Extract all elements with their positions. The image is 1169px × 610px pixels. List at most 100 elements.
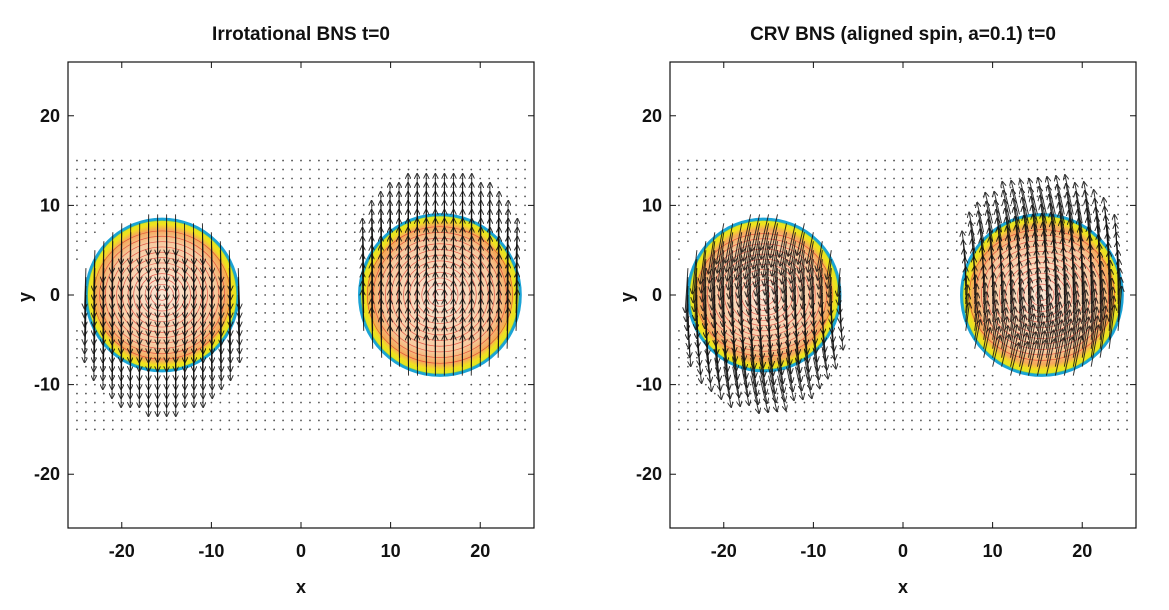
grid-point [740, 168, 743, 171]
grid-point [1117, 419, 1119, 422]
grid-point [264, 213, 267, 216]
velocity-arrow [974, 320, 981, 349]
grid-point [1099, 401, 1102, 404]
velocity-arrow [1100, 271, 1102, 313]
grid-point [344, 213, 347, 216]
grid-point [884, 419, 886, 422]
grid-point [93, 401, 96, 404]
grid-point [857, 240, 860, 243]
grid-point [875, 159, 878, 162]
grid-point [928, 428, 931, 431]
grid-point [946, 374, 949, 377]
y-tick-label: -10 [636, 375, 662, 395]
grid-point [85, 204, 87, 207]
grid-point [1009, 204, 1012, 207]
velocity-arrow [1091, 272, 1093, 313]
grid-point [524, 356, 526, 359]
velocity-arrow [1051, 213, 1056, 251]
grid-point [991, 419, 994, 422]
grid-point [344, 195, 347, 198]
grid-point [291, 294, 293, 296]
grid-point [821, 392, 824, 395]
velocity-arrow [1064, 284, 1067, 322]
grid-point [434, 410, 437, 413]
grid-point [991, 204, 994, 207]
grid-point [991, 428, 994, 431]
grid-point [318, 168, 320, 171]
grid-point [839, 401, 842, 404]
grid-point [246, 329, 249, 332]
grid-point [183, 186, 186, 189]
grid-point [291, 356, 293, 359]
grid-point [687, 419, 689, 422]
grid-point [1108, 213, 1111, 216]
grid-point [85, 365, 87, 368]
grid-point [812, 419, 815, 422]
grid-point [300, 312, 302, 314]
grid-point [524, 240, 526, 243]
grid-point [85, 177, 87, 180]
grid-point [1009, 428, 1012, 431]
grid-point [380, 410, 383, 413]
grid-point [991, 177, 994, 180]
grid-point [920, 347, 922, 350]
grid-point [353, 240, 356, 243]
grid-point [362, 168, 365, 171]
grid-point [678, 347, 680, 350]
grid-point [749, 177, 752, 180]
grid-point [704, 186, 707, 189]
grid-point [282, 168, 284, 171]
grid-point [1000, 428, 1003, 431]
velocity-arrow [1041, 205, 1047, 242]
grid-point [425, 419, 428, 422]
grid-point [875, 392, 878, 395]
grid-point [884, 213, 886, 216]
velocity-arrow [983, 328, 990, 358]
grid-point [678, 329, 680, 332]
grid-point [524, 365, 526, 368]
grid-point [237, 410, 240, 413]
grid-point [928, 231, 931, 234]
grid-point [380, 419, 383, 422]
grid-point [300, 401, 302, 404]
grid-point [1009, 168, 1012, 171]
grid-point [255, 258, 258, 261]
grid-point [866, 419, 869, 422]
grid-point [246, 249, 249, 252]
velocity-arrow [229, 250, 230, 290]
grid-point [866, 195, 869, 198]
grid-point [102, 177, 105, 180]
grid-point [830, 186, 833, 189]
grid-point [362, 159, 365, 162]
grid-point [353, 186, 356, 189]
grid-point [335, 365, 338, 368]
velocity-arrow [1036, 331, 1044, 367]
grid-point [722, 186, 725, 189]
velocity-arrow [1058, 194, 1065, 233]
velocity-arrow [1099, 307, 1106, 349]
grid-point [1045, 195, 1048, 198]
grid-point [120, 419, 123, 422]
grid-point [749, 195, 752, 198]
grid-point [515, 213, 517, 216]
grid-point [857, 338, 860, 341]
grid-point [461, 419, 464, 422]
grid-point [821, 195, 824, 198]
grid-point [174, 195, 177, 198]
grid-point [362, 428, 365, 431]
grid-point [335, 267, 338, 270]
grid-point [344, 320, 347, 323]
grid-point [1009, 410, 1012, 413]
grid-point [875, 195, 878, 198]
grid-point [902, 213, 904, 216]
grid-point [237, 195, 240, 198]
grid-point [353, 356, 356, 359]
grid-point [875, 347, 878, 350]
grid-point [156, 177, 159, 180]
grid-point [937, 168, 940, 171]
grid-point [1099, 159, 1102, 162]
grid-point [246, 347, 249, 350]
grid-point [443, 401, 446, 404]
grid-point [893, 204, 895, 207]
grid-point [678, 338, 680, 341]
